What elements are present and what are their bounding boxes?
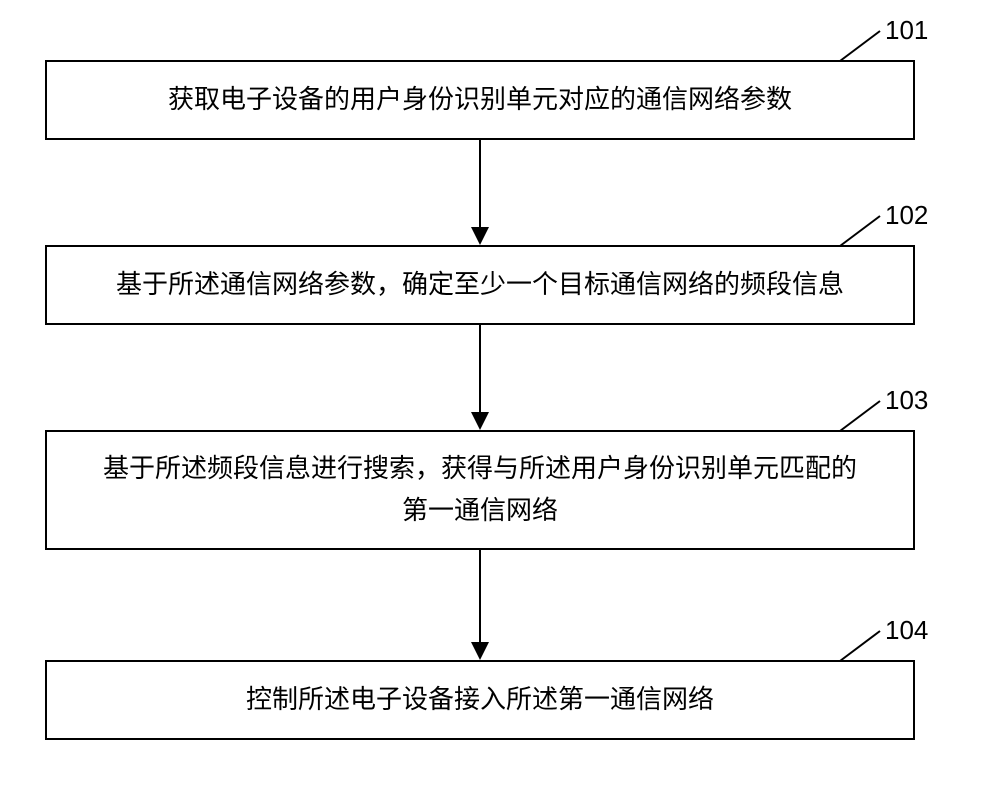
arrow-2-3 [479,325,481,413]
flow-node-1-text: 获取电子设备的用户身份识别单元对应的通信网络参数 [168,79,792,121]
flow-label-3: 103 [885,385,928,416]
arrow-head-2-3 [471,412,489,430]
flow-node-3-text: 基于所述频段信息进行搜索，获得与所述用户身份识别单元匹配的 第一通信网络 [103,448,857,531]
arrow-head-3-4 [471,642,489,660]
leader-line-4 [839,630,880,662]
flow-node-1: 获取电子设备的用户身份识别单元对应的通信网络参数 [45,60,915,140]
flow-node-4: 控制所述电子设备接入所述第一通信网络 [45,660,915,740]
flow-label-4: 104 [885,615,928,646]
flowchart-canvas: 获取电子设备的用户身份识别单元对应的通信网络参数 101 基于所述通信网络参数，… [0,0,1000,802]
arrow-1-2 [479,140,481,228]
flow-node-2-text: 基于所述通信网络参数，确定至少一个目标通信网络的频段信息 [116,264,844,306]
arrow-head-1-2 [471,227,489,245]
leader-line-3 [839,400,880,432]
flow-node-3: 基于所述频段信息进行搜索，获得与所述用户身份识别单元匹配的 第一通信网络 [45,430,915,550]
arrow-3-4 [479,550,481,643]
flow-node-4-text: 控制所述电子设备接入所述第一通信网络 [246,679,714,721]
leader-line-2 [839,215,880,247]
leader-line-1 [839,30,880,62]
flow-node-2: 基于所述通信网络参数，确定至少一个目标通信网络的频段信息 [45,245,915,325]
flow-label-2: 102 [885,200,928,231]
flow-label-1: 101 [885,15,928,46]
